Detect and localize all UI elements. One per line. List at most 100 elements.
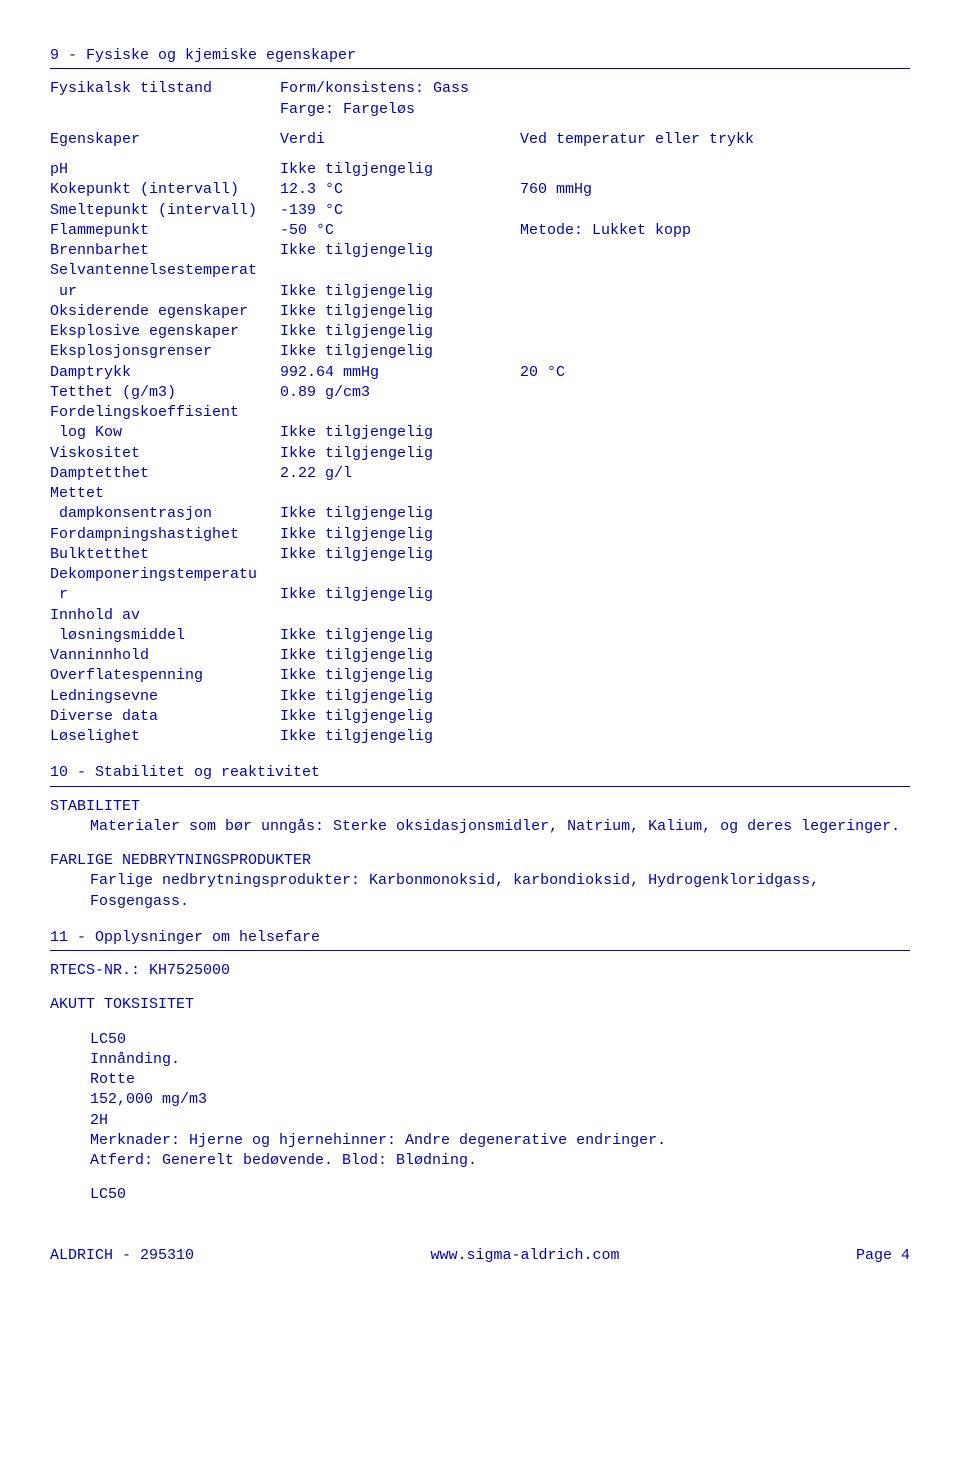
property-condition bbox=[520, 282, 910, 302]
table-row: Fordelingskoeffisient bbox=[50, 403, 910, 423]
property-condition bbox=[520, 585, 910, 605]
property-condition: 760 mmHg bbox=[520, 180, 910, 200]
duration: 2H bbox=[90, 1111, 910, 1131]
property-value bbox=[280, 484, 520, 504]
table-row: pHIkke tilgjengelig bbox=[50, 160, 910, 180]
property-value: Ikke tilgjengelig bbox=[280, 707, 520, 727]
property-condition: 20 °C bbox=[520, 363, 910, 383]
table-row: VanninnholdIkke tilgjengelig bbox=[50, 646, 910, 666]
property-name: ur bbox=[50, 282, 280, 302]
property-condition bbox=[520, 565, 910, 585]
property-name: Fordelingskoeffisient bbox=[50, 403, 280, 423]
property-name: Løselighet bbox=[50, 727, 280, 747]
section-rule bbox=[50, 68, 910, 69]
table-row: Oksiderende egenskaperIkke tilgjengelig bbox=[50, 302, 910, 322]
property-condition bbox=[520, 383, 910, 403]
property-name: Oksiderende egenskaper bbox=[50, 302, 280, 322]
table-row: FordampningshastighetIkke tilgjengelig bbox=[50, 525, 910, 545]
state-label: Fysikalsk tilstand bbox=[50, 79, 280, 99]
property-name: log Kow bbox=[50, 423, 280, 443]
property-condition bbox=[520, 687, 910, 707]
property-value: -50 °C bbox=[280, 221, 520, 241]
table-row: Flammepunkt-50 °CMetode: Lukket kopp bbox=[50, 221, 910, 241]
property-value: Ikke tilgjengelig bbox=[280, 322, 520, 342]
hdr-property: Egenskaper bbox=[50, 130, 280, 150]
property-name: Vanninnhold bbox=[50, 646, 280, 666]
table-row: Diverse dataIkke tilgjengelig bbox=[50, 707, 910, 727]
remarks-line-2: Atferd: Generelt bedøvende. Blod: Blødni… bbox=[90, 1151, 910, 1171]
table-row: BrennbarhetIkke tilgjengelig bbox=[50, 241, 910, 261]
decomp-text: Farlige nedbrytningsprodukter: Karbonmon… bbox=[50, 871, 910, 912]
table-row: Kokepunkt (intervall)12.3 °C760 mmHg bbox=[50, 180, 910, 200]
property-condition bbox=[520, 545, 910, 565]
property-condition bbox=[520, 666, 910, 686]
table-row: ViskositetIkke tilgjengelig bbox=[50, 444, 910, 464]
property-value: 12.3 °C bbox=[280, 180, 520, 200]
footer-right: Page 4 bbox=[856, 1246, 910, 1266]
property-value: Ikke tilgjengelig bbox=[280, 525, 520, 545]
property-condition bbox=[520, 626, 910, 646]
table-row: Eksplosive egenskaperIkke tilgjengelig bbox=[50, 322, 910, 342]
property-condition bbox=[520, 302, 910, 322]
hdr-condition: Ved temperatur eller trykk bbox=[520, 130, 910, 150]
property-table: pHIkke tilgjengeligKokepunkt (intervall)… bbox=[50, 160, 910, 747]
property-value: Ikke tilgjengelig bbox=[280, 282, 520, 302]
property-name: Bulktetthet bbox=[50, 545, 280, 565]
property-name: Damptrykk bbox=[50, 363, 280, 383]
property-value: Ikke tilgjengelig bbox=[280, 241, 520, 261]
property-value: Ikke tilgjengelig bbox=[280, 302, 520, 322]
section-9-title: 9 - Fysiske og kjemiske egenskaper bbox=[50, 46, 910, 66]
property-value bbox=[280, 606, 520, 626]
property-value: Ikke tilgjengelig bbox=[280, 646, 520, 666]
property-name: Overflatespenning bbox=[50, 666, 280, 686]
property-condition bbox=[520, 423, 910, 443]
state-color: Farge: Fargeløs bbox=[280, 100, 520, 120]
remarks-line-1: Merknader: Hjerne og hjernehinner: Andre… bbox=[90, 1131, 910, 1151]
property-condition bbox=[520, 707, 910, 727]
hdr-value: Verdi bbox=[280, 130, 520, 150]
property-name: Smeltepunkt (intervall) bbox=[50, 201, 280, 221]
property-name: Damptetthet bbox=[50, 464, 280, 484]
property-condition bbox=[520, 727, 910, 747]
table-row: Damptetthet2.22 g/l bbox=[50, 464, 910, 484]
property-name: Tetthet (g/m3) bbox=[50, 383, 280, 403]
property-name: Ledningsevne bbox=[50, 687, 280, 707]
route: Innånding. bbox=[90, 1050, 910, 1070]
table-row: EksplosjonsgrenserIkke tilgjengelig bbox=[50, 342, 910, 362]
section-rule bbox=[50, 950, 910, 951]
property-value: Ikke tilgjengelig bbox=[280, 626, 520, 646]
property-value bbox=[280, 261, 520, 281]
property-condition bbox=[520, 504, 910, 524]
table-row: Tetthet (g/m3)0.89 g/cm3 bbox=[50, 383, 910, 403]
property-value bbox=[280, 565, 520, 585]
property-name: Mettet bbox=[50, 484, 280, 504]
stability-text: Materialer som bør unngås: Sterke oksida… bbox=[50, 817, 910, 837]
property-condition bbox=[520, 525, 910, 545]
page-footer: ALDRICH - 295310 www.sigma-aldrich.com P… bbox=[50, 1246, 910, 1266]
physical-state-row: Fysikalsk tilstand Form/konsistens: Gass bbox=[50, 79, 910, 99]
property-name: r bbox=[50, 585, 280, 605]
stability-heading: STABILITET bbox=[50, 797, 910, 817]
dose: 152,000 mg/m3 bbox=[90, 1090, 910, 1110]
property-name: dampkonsentrasjon bbox=[50, 504, 280, 524]
property-value: Ikke tilgjengelig bbox=[280, 687, 520, 707]
property-name: Dekomponeringstemperatu bbox=[50, 565, 280, 585]
property-value: Ikke tilgjengelig bbox=[280, 423, 520, 443]
property-name: Viskositet bbox=[50, 444, 280, 464]
state-form: Form/konsistens: Gass bbox=[280, 79, 520, 99]
table-row: OverflatespenningIkke tilgjengelig bbox=[50, 666, 910, 686]
property-value: -139 °C bbox=[280, 201, 520, 221]
property-condition bbox=[520, 201, 910, 221]
property-condition bbox=[520, 261, 910, 281]
property-name: pH bbox=[50, 160, 280, 180]
property-condition bbox=[520, 444, 910, 464]
lc50-label: LC50 bbox=[90, 1030, 910, 1050]
table-row: Dekomponeringstemperatu bbox=[50, 565, 910, 585]
property-header-row: Egenskaper Verdi Ved temperatur eller tr… bbox=[50, 130, 910, 150]
property-name: Eksplosjonsgrenser bbox=[50, 342, 280, 362]
table-row: Smeltepunkt (intervall)-139 °C bbox=[50, 201, 910, 221]
table-row: rIkke tilgjengelig bbox=[50, 585, 910, 605]
section-11-title: 11 - Opplysninger om helsefare bbox=[50, 928, 910, 948]
property-name: Kokepunkt (intervall) bbox=[50, 180, 280, 200]
table-row: løsningsmiddelIkke tilgjengelig bbox=[50, 626, 910, 646]
